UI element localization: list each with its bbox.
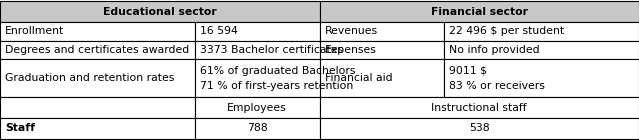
Bar (195, 118, 320, 139)
Text: Revenues: Revenues (325, 26, 378, 36)
Text: 9011 $: 9011 $ (449, 66, 487, 75)
Bar (320, 41, 444, 59)
Bar (444, 41, 639, 59)
Bar (320, 118, 639, 139)
Text: Instructional staff: Instructional staff (431, 102, 527, 113)
Bar (444, 59, 639, 97)
Bar (0, 41, 195, 59)
Bar (320, 97, 639, 118)
Text: 61% of graduated Bachelors: 61% of graduated Bachelors (200, 66, 355, 75)
Text: 22 496 $ per student: 22 496 $ per student (449, 26, 564, 36)
Text: 83 % or receivers: 83 % or receivers (449, 81, 545, 91)
Text: No info provided: No info provided (449, 45, 540, 55)
Text: Financial aid: Financial aid (325, 73, 392, 83)
Text: Degrees and certificates awarded: Degrees and certificates awarded (5, 45, 189, 55)
Bar (320, 59, 444, 97)
Bar (0, 97, 195, 118)
Text: Employees: Employees (227, 102, 287, 113)
Bar (0, 59, 195, 97)
Text: Expenses: Expenses (325, 45, 376, 55)
Text: Educational sector: Educational sector (103, 7, 217, 17)
Bar (0, 118, 195, 139)
Text: 788: 788 (247, 123, 268, 133)
Bar (320, 22, 444, 41)
Text: Graduation and retention rates: Graduation and retention rates (5, 73, 174, 83)
Text: Staff: Staff (5, 123, 35, 133)
Text: 71 % of first-years retention: 71 % of first-years retention (200, 81, 353, 91)
Bar (444, 22, 639, 41)
Bar (0, 22, 195, 41)
Text: Financial sector: Financial sector (431, 7, 528, 17)
Bar (195, 59, 320, 97)
Bar (320, 1, 639, 22)
Text: 538: 538 (469, 123, 489, 133)
Text: Enrollment: Enrollment (5, 26, 65, 36)
Text: 3373 Bachelor certificates: 3373 Bachelor certificates (200, 45, 343, 55)
Bar (195, 41, 320, 59)
Text: 16 594: 16 594 (200, 26, 238, 36)
Bar (0, 1, 320, 22)
Bar (195, 22, 320, 41)
Bar (195, 97, 320, 118)
